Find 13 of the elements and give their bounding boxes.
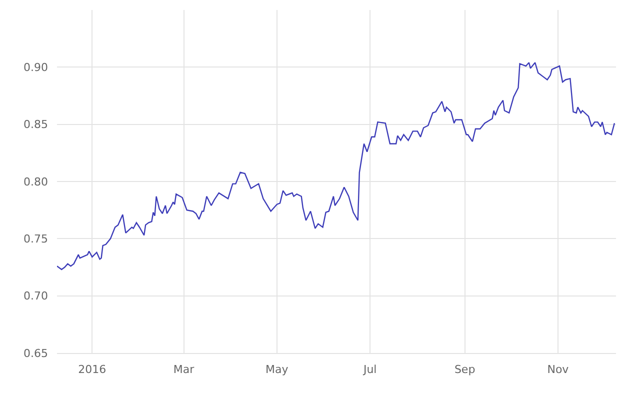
x-tick-label: 2016	[78, 363, 106, 376]
y-tick-label: 0.75	[24, 232, 48, 246]
x-tick-label: Jul	[362, 363, 377, 376]
x-tick-label: Nov	[547, 363, 570, 376]
x-tick-label: Sep	[454, 363, 476, 376]
x-tick-label: May	[266, 363, 289, 376]
x-tick-label: Mar	[173, 363, 195, 376]
y-tick-label: 0.65	[24, 346, 48, 360]
y-tick-label: 0.85	[24, 118, 48, 132]
y-tick-label: 0.70	[24, 290, 48, 303]
y-tick-label: 0.80	[24, 175, 48, 188]
y-tick-label: 0.90	[24, 61, 48, 74]
line-series	[57, 62, 616, 270]
